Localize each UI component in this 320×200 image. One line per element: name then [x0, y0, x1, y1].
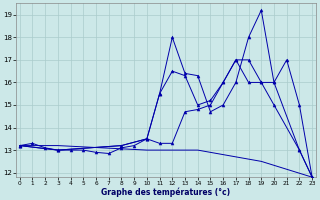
- X-axis label: Graphe des températures (°c): Graphe des températures (°c): [101, 187, 230, 197]
